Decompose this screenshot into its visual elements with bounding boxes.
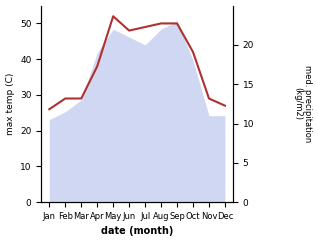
- Y-axis label: max temp (C): max temp (C): [5, 73, 15, 135]
- X-axis label: date (month): date (month): [101, 227, 173, 236]
- Y-axis label: med. precipitation
(kg/m2): med. precipitation (kg/m2): [293, 65, 313, 143]
